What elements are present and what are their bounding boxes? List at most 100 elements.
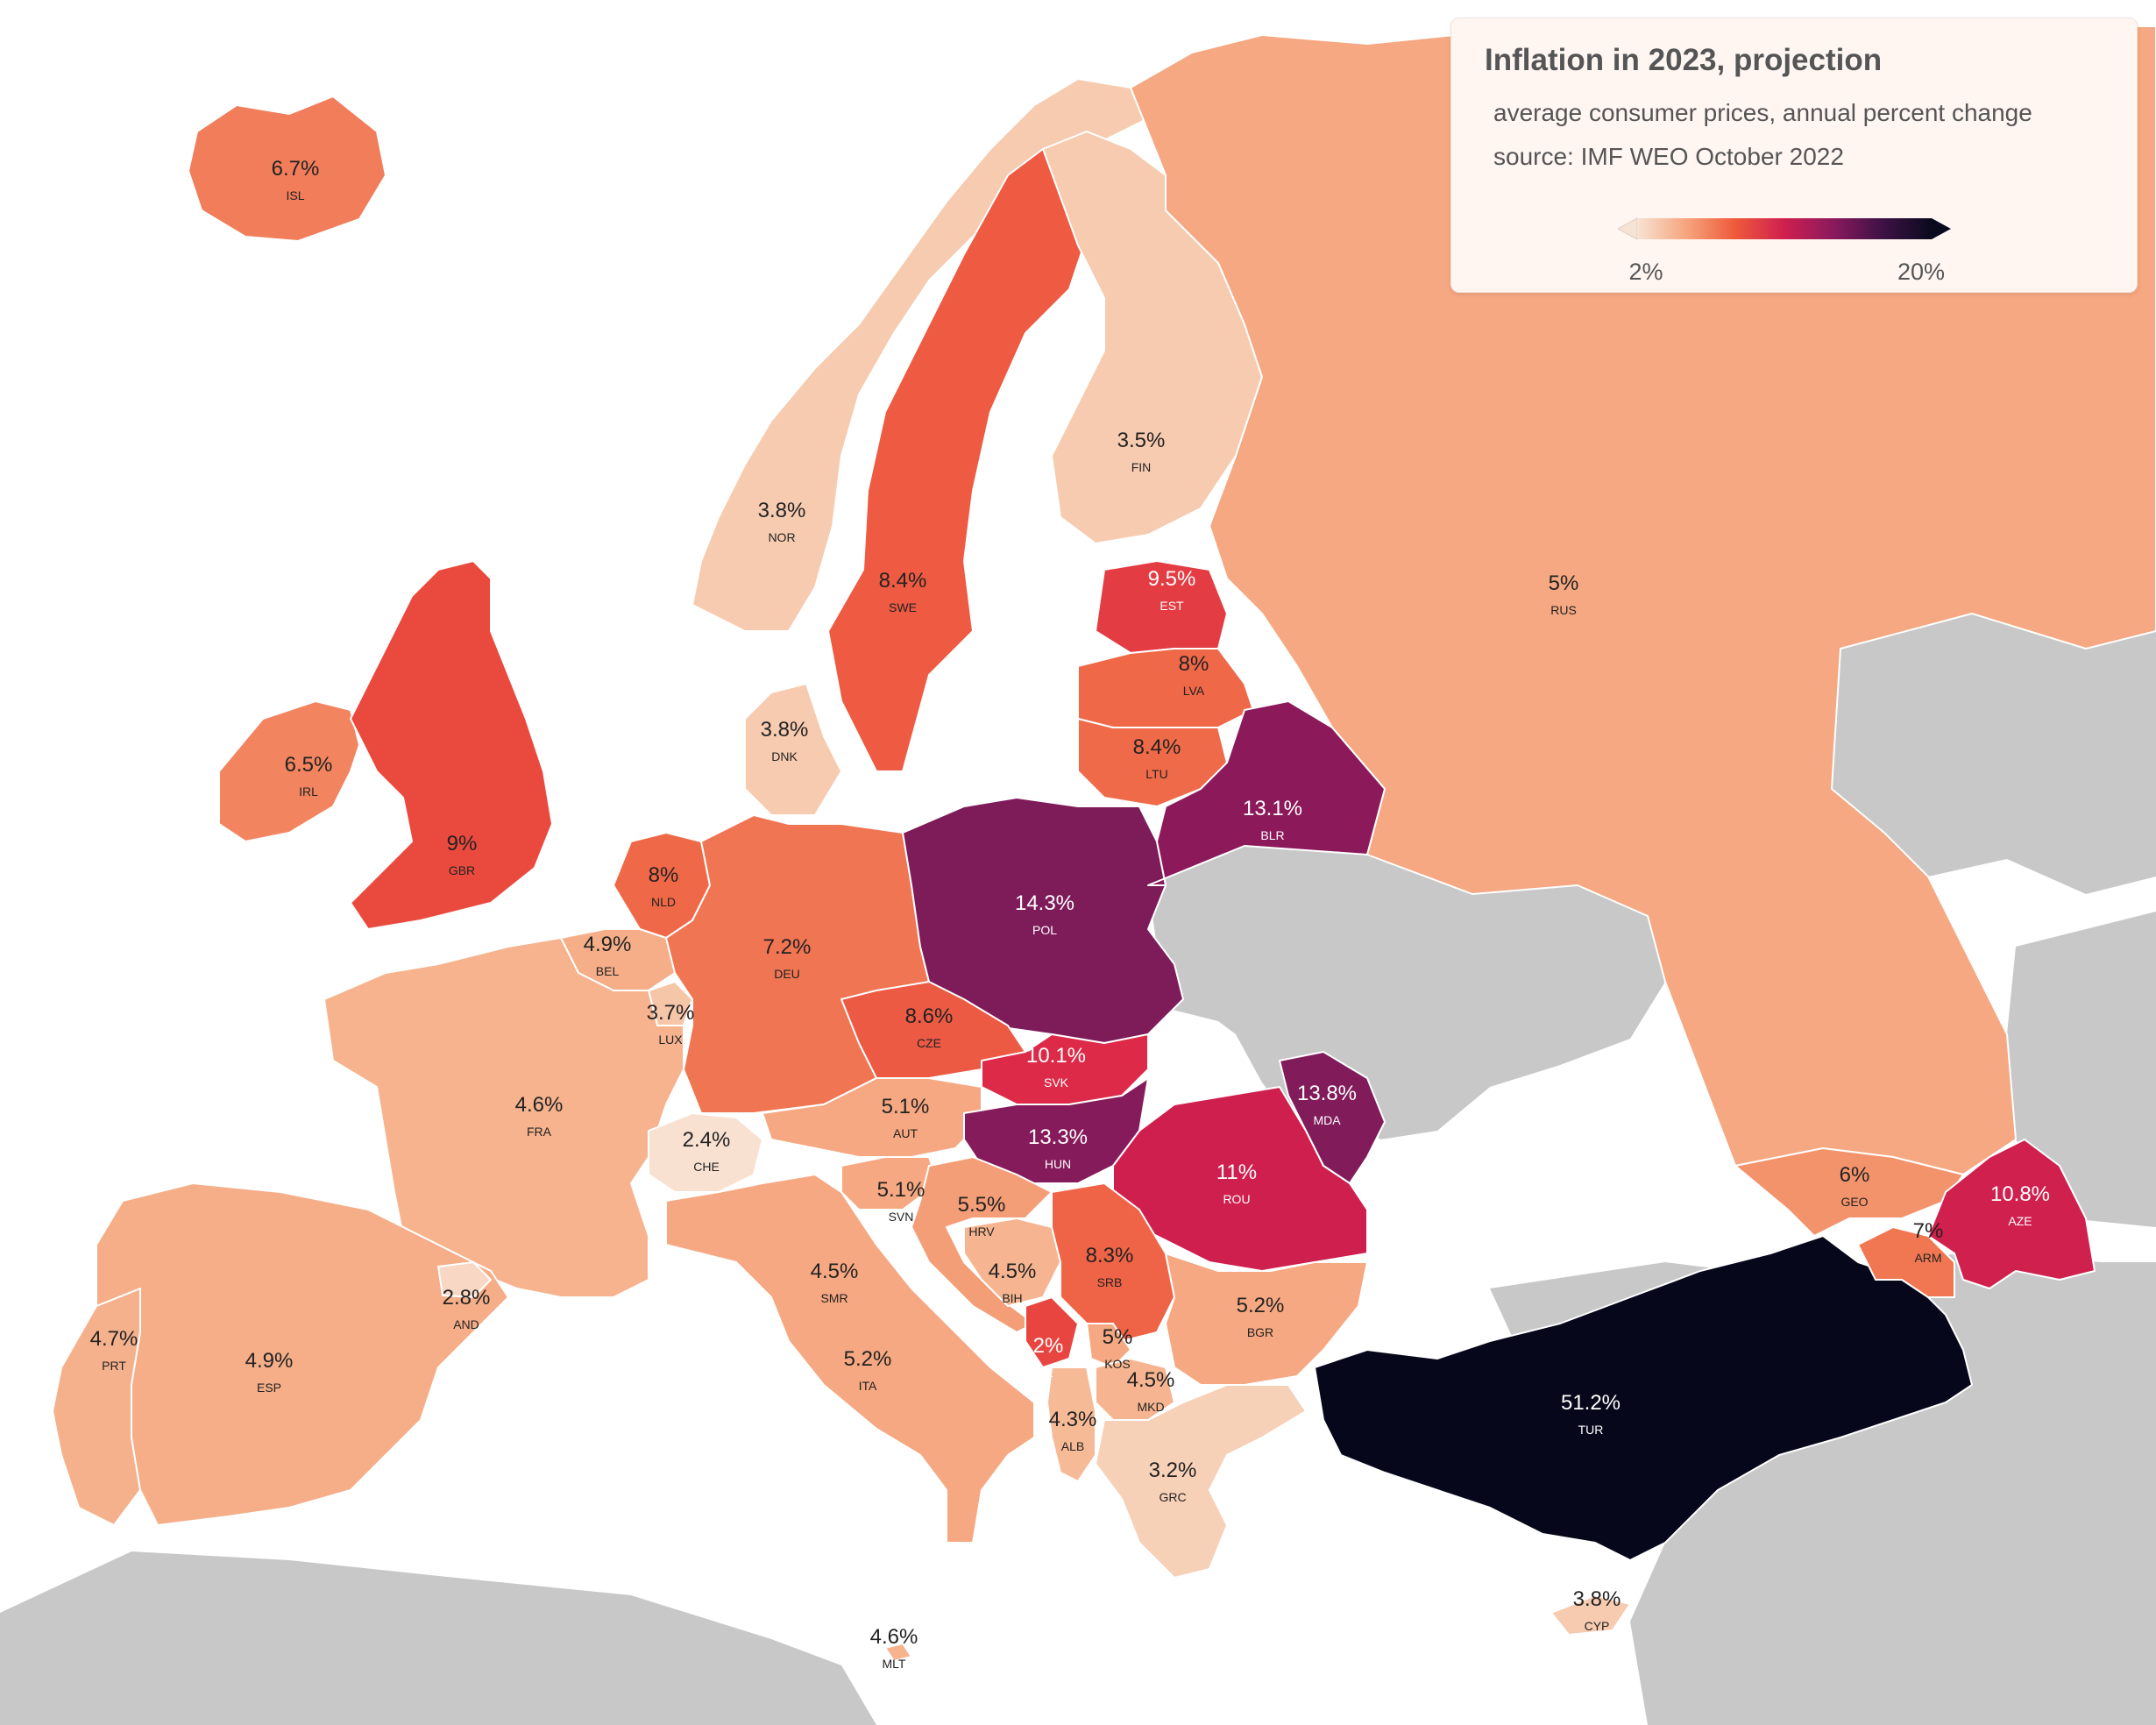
- code-label-blr: BLR: [1260, 828, 1284, 842]
- value-label-cyp: 3.8%: [1573, 1587, 1621, 1611]
- legend-subtitle: average consumer prices, annual percent …: [1493, 99, 2032, 126]
- value-label-mkd: 4.5%: [1127, 1368, 1175, 1392]
- country-bgr: [1165, 1253, 1368, 1386]
- legend-title: Inflation in 2023, projection: [1485, 43, 1883, 77]
- code-label-svn: SVN: [889, 1210, 914, 1224]
- country-svk: [981, 1033, 1149, 1105]
- value-label-ita: 5.2%: [844, 1347, 892, 1371]
- value-label-svk: 10.1%: [1026, 1044, 1086, 1068]
- code-label-smr: SMR: [820, 1291, 848, 1305]
- country-mlt: [884, 1643, 912, 1662]
- code-label-kos: KOS: [1104, 1357, 1131, 1371]
- country-labels: 6.7% ISL 3.8% NOR 8.4% SWE 3.5% FIN 5% RUS 9.5% EST…: [90, 157, 2050, 1671]
- value-label-srb: 8.3%: [1086, 1244, 1134, 1267]
- code-label-cyp: CYP: [1585, 1619, 1610, 1633]
- country-cyp: [1550, 1594, 1631, 1636]
- value-label-svn: 5.1%: [877, 1178, 926, 1202]
- code-label-srb: SRB: [1097, 1275, 1123, 1289]
- caspian-east-region: [2007, 912, 2156, 1227]
- country-isl: [188, 96, 387, 242]
- code-label-alb: ALB: [1061, 1439, 1084, 1453]
- value-label-est: 9.5%: [1148, 567, 1196, 591]
- value-label-rus: 5%: [1549, 571, 1579, 595]
- code-label-and: AND: [453, 1317, 479, 1331]
- code-label-rou: ROU: [1223, 1192, 1250, 1206]
- value-label-nld: 8%: [649, 863, 679, 887]
- country-blr: [1147, 700, 1386, 886]
- country-mkd: [1095, 1358, 1175, 1421]
- country-mda: [1279, 1051, 1386, 1184]
- code-label-deu: DEU: [774, 967, 800, 981]
- code-label-nor: NOR: [768, 530, 795, 544]
- north-africa-region: [0, 1551, 876, 1725]
- value-label-mda: 13.8%: [1297, 1082, 1357, 1105]
- value-label-mlt: 4.6%: [870, 1625, 918, 1649]
- country-swe: [827, 148, 1088, 772]
- value-label-rou: 11%: [1216, 1161, 1257, 1184]
- code-label-bgr: BGR: [1247, 1325, 1273, 1339]
- country-lva: [1077, 648, 1254, 728]
- country-bih: [963, 1217, 1061, 1307]
- code-label-ita: ITA: [859, 1379, 877, 1393]
- country-srb: [1051, 1182, 1175, 1342]
- code-label-irl: IRL: [299, 784, 318, 799]
- country-shapes: [52, 25, 2156, 1662]
- code-label-mkd: MKD: [1137, 1400, 1164, 1414]
- code-label-arm: ARM: [1914, 1251, 1941, 1265]
- value-label-tur: 51.2%: [1561, 1391, 1621, 1415]
- value-label-and: 2.8%: [443, 1286, 491, 1310]
- code-label-lux: LUX: [658, 1033, 683, 1047]
- value-label-che: 2.4%: [683, 1128, 731, 1152]
- legend-min-label: 2%: [1628, 259, 1663, 285]
- value-label-gbr: 9%: [447, 832, 478, 855]
- value-label-kos: 5%: [1103, 1325, 1133, 1349]
- code-label-esp: ESP: [257, 1381, 281, 1395]
- value-label-geo: 6%: [1840, 1163, 1870, 1187]
- code-label-dnk: DNK: [771, 749, 798, 763]
- value-label-ltu: 8.4%: [1133, 735, 1181, 759]
- value-label-blr: 13.1%: [1243, 797, 1302, 820]
- value-label-arm: 7%: [1913, 1219, 1944, 1243]
- value-label-esp: 4.9%: [245, 1349, 294, 1373]
- country-arm: [1857, 1226, 1955, 1298]
- value-label-aze: 10.8%: [1990, 1182, 2050, 1206]
- code-label-gbr: GBR: [449, 863, 475, 877]
- code-label-lva: LVA: [1183, 684, 1205, 698]
- code-label-hrv: HRV: [968, 1225, 995, 1239]
- value-label-alb: 4.3%: [1049, 1408, 1097, 1431]
- code-label-che: CHE: [693, 1160, 720, 1174]
- code-label-cze: CZE: [917, 1036, 941, 1050]
- value-label-fra: 4.6%: [515, 1093, 564, 1117]
- code-label-pol: POL: [1032, 923, 1057, 937]
- code-label-bih: BIH: [1002, 1291, 1022, 1305]
- country-fra: [323, 937, 684, 1298]
- country-ita: [665, 1174, 1035, 1544]
- legend-max-arrow: [1932, 218, 1951, 239]
- code-label-rus: RUS: [1550, 603, 1577, 617]
- kazakhstan-region: [1832, 614, 2156, 894]
- country-grc: [1095, 1384, 1307, 1579]
- value-label-isl: 6.7%: [272, 157, 320, 181]
- legend-min-arrow: [1618, 217, 1638, 240]
- country-and: [437, 1261, 492, 1298]
- value-label-nor: 3.8%: [758, 499, 806, 522]
- value-label-lux: 3.7%: [647, 1001, 695, 1025]
- code-label-isl: ISL: [286, 188, 304, 202]
- code-label-hun: HUN: [1045, 1157, 1071, 1171]
- value-label-swe: 8.4%: [879, 569, 927, 593]
- code-label-svk: SVK: [1044, 1075, 1069, 1090]
- code-label-aze: AZE: [2008, 1214, 2032, 1228]
- code-label-est: EST: [1160, 599, 1184, 613]
- code-label-prt: PRT: [102, 1359, 126, 1373]
- country-alb: [1046, 1367, 1096, 1482]
- code-label-geo: GEO: [1840, 1195, 1868, 1209]
- country-aze: [1927, 1139, 2096, 1289]
- ukraine-region: [1144, 846, 1665, 1139]
- code-label-swe: SWE: [889, 600, 917, 614]
- value-label-prt: 4.7%: [90, 1327, 138, 1351]
- code-label-mne: MNE: [1025, 1366, 1053, 1380]
- country-esp: [96, 1182, 509, 1526]
- legend-panel: Inflation in 2023, projection average co…: [1450, 18, 2138, 293]
- country-irl: [218, 700, 360, 842]
- value-label-bgr: 5.2%: [1237, 1294, 1285, 1317]
